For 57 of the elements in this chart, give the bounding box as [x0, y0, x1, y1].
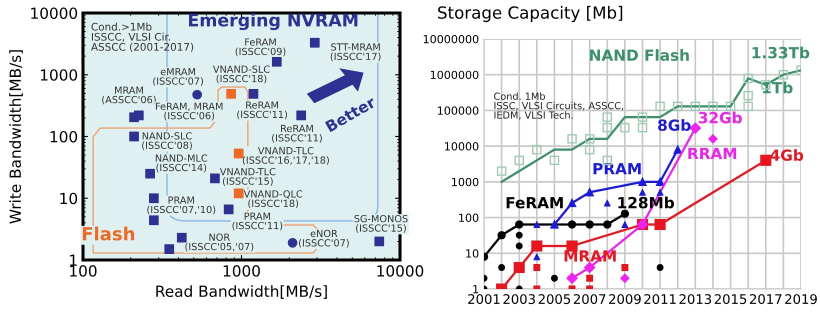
- x-tick-label: 2017: [750, 294, 782, 304]
- y-tick-label: 10000: [31, 7, 78, 20]
- series-label: PRAM: [594, 163, 641, 174]
- annotation: VNAND-SLC (ISSCC'18): [212, 66, 270, 84]
- annotation: VNAND-QLC (ISSCC'18): [244, 190, 302, 208]
- annotation: NAND-MLC (ISSCC'14): [156, 154, 208, 172]
- annotation: Flash: [82, 226, 134, 241]
- annotation: NAND-SLC (ISSCC'08): [142, 132, 192, 150]
- annotation: 4Gb: [770, 149, 804, 161]
- annotation: eMRAM (ISSCC'07): [153, 68, 203, 86]
- x-tick-label: 2007: [574, 294, 606, 304]
- x-tick-label: 2013: [680, 294, 712, 304]
- y-tick-label: 1: [70, 254, 77, 266]
- x-tick-label: 10000: [377, 265, 424, 277]
- x-tick-label: 2009: [609, 294, 641, 304]
- annotation: PRAM (ISSCC'11): [232, 212, 282, 230]
- annotation: 32Gb: [698, 112, 742, 124]
- annotation: FeRAM (ISSCC'09): [236, 38, 286, 56]
- x-tick-label: 100: [70, 265, 97, 277]
- annotation: ReRAM (ISSCC'11): [272, 124, 322, 143]
- x-tick-label: 1000: [224, 265, 260, 277]
- annotation: ReRAM (ISSCC'11): [237, 101, 287, 120]
- annotation: STT-MRAM (ISSCC'17): [330, 43, 380, 62]
- annotation: PRAM (ISSCC'07,'10): [147, 196, 216, 214]
- x-tick-label: 2011: [644, 294, 676, 304]
- series-label: RRAM: [688, 148, 736, 159]
- x-tick-label: 2015: [714, 294, 746, 304]
- y-tick-label: 10: [466, 249, 478, 258]
- series-label: FeRAM: [506, 197, 563, 208]
- y-axis-title: Write Bandwidth[MB/s]: [9, 50, 23, 224]
- x-tick-label: 2019: [785, 294, 817, 304]
- y-tick-label: 1000: [40, 69, 78, 81]
- x-tick-label: 2001: [468, 294, 500, 304]
- annotation: SG-MONOS (ISSCC'15): [354, 214, 408, 233]
- y-tick-label: 100: [50, 130, 78, 143]
- y-tick-label: 10000: [445, 142, 478, 151]
- annotation: NOR (ISSCC'05,'07): [185, 233, 254, 252]
- annotation: MRAM (ASSCC'06): [102, 86, 156, 104]
- y-tick-label: 10000000: [424, 34, 478, 44]
- annotation: 1.33Tb: [752, 46, 810, 58]
- x-tick-label: 2003: [503, 294, 535, 304]
- chart-title: Storage Capacity [Mb]: [438, 6, 622, 22]
- x-axis-title: Read Bandwidth[MB/s]: [156, 285, 327, 299]
- annotation: 8Gb: [658, 119, 691, 131]
- y-tick-label: 100: [459, 214, 478, 222]
- y-tick-label: 1: [473, 285, 478, 294]
- x-tick-label: 2005: [538, 294, 570, 304]
- text: NAND Flash: [590, 49, 689, 61]
- y-tick-label: 1000000: [430, 70, 478, 80]
- annotation: eNOR (ISSCC'07): [299, 230, 349, 248]
- annotation: FeRAM, MRAM (ISSCC'06): [156, 102, 222, 120]
- y-tick-label: 10: [60, 192, 78, 204]
- y-tick-label: 100000: [438, 106, 478, 115]
- annotation: Cond. 1Mb ISSC, VLSI Circuits, ASSCC, IEDM, VLSI Tech.: [494, 92, 624, 120]
- y-tick-label: 1000: [452, 178, 478, 186]
- annotation: VNAND-TLC (ISSCC'15): [220, 168, 276, 186]
- annotation: VNAND-TLC (ISSCC'16,'17,'18): [242, 147, 329, 165]
